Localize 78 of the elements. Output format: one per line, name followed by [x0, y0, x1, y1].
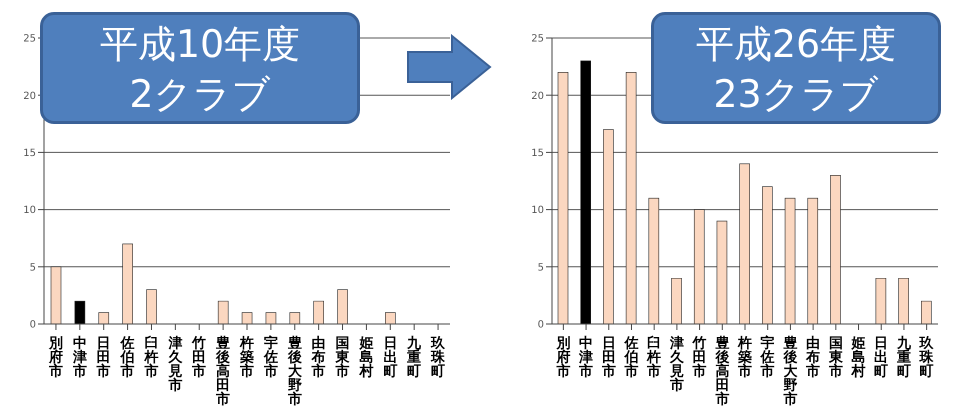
- bar: [739, 164, 750, 324]
- bar: [694, 209, 705, 324]
- x-tick-label: 津久見市: [668, 336, 685, 394]
- x-tick-label: 日出町: [874, 336, 888, 380]
- bar: [784, 198, 796, 324]
- bar: [626, 72, 636, 324]
- x-tick-label: 中津市: [72, 336, 87, 380]
- x-tick-label: 臼杵市: [646, 336, 662, 380]
- x-tick-label: 津久見市: [167, 336, 184, 394]
- bar: [876, 278, 886, 324]
- bar: [807, 198, 818, 324]
- x-tick-label: 九重町: [406, 336, 422, 380]
- text: 2クラブ: [128, 71, 272, 118]
- x-tick-label: 竹田市: [692, 336, 707, 380]
- x-tick-label: 宇佐市: [760, 334, 775, 380]
- x-tick-label: 玖珠町: [918, 336, 935, 380]
- bar: [580, 60, 592, 324]
- bar: [50, 266, 62, 324]
- x-tick-label: 杵築市: [239, 336, 254, 380]
- y-tick-label: 20: [531, 90, 544, 102]
- x-tick-label: 佐伯市: [120, 336, 135, 380]
- bar: [558, 72, 568, 324]
- x-tick-label: 国東市: [334, 336, 351, 380]
- y-tick-label: 5: [538, 262, 544, 274]
- x-tick-label: 由布市: [805, 336, 820, 380]
- bar: [218, 300, 228, 324]
- x-tick-label: 豊後高田市: [215, 336, 230, 408]
- x-tick-label: 姫島村: [358, 336, 374, 380]
- x-tick-label: 日田市: [600, 336, 616, 380]
- y-tick-label: 20: [23, 90, 36, 102]
- bar: [146, 289, 157, 324]
- bar: [266, 312, 276, 324]
- y-tick-label: 0: [538, 320, 544, 331]
- x-tick-label: 杵築市: [737, 336, 752, 380]
- y-tick-label: 10: [23, 205, 36, 216]
- x-tick-label: 別府市: [48, 336, 63, 380]
- bar: [98, 312, 110, 324]
- x-tick-label: 臼杵市: [143, 336, 158, 380]
- x-tick-label: 豊後大野市: [782, 336, 798, 408]
- x-tick-label: 別府市: [555, 336, 570, 380]
- bar: [385, 312, 396, 324]
- y-tick-label: 25: [23, 34, 36, 45]
- x-tick-label: 日出町: [383, 336, 398, 380]
- x-tick-label: 竹田市: [191, 336, 206, 380]
- x-tick-label: 由布市: [310, 336, 326, 380]
- bar: [313, 300, 324, 324]
- bar: [290, 312, 300, 324]
- x-tick-label: 中津市: [578, 336, 594, 380]
- x-tick-label: 九重町: [896, 336, 912, 380]
- bar: [898, 278, 909, 324]
- bar: [242, 312, 252, 324]
- y-tick-label: 5: [30, 262, 36, 274]
- bar: [648, 198, 660, 324]
- bar: [603, 129, 614, 324]
- bar: [337, 289, 348, 324]
- bar: [122, 244, 133, 324]
- x-tick-label: 玖珠町: [430, 336, 446, 380]
- x-tick-label: 姫島村: [850, 336, 866, 380]
- bar: [762, 186, 773, 324]
- x-tick-label: 豊後高田市: [714, 336, 730, 408]
- y-tick-label: 15: [531, 148, 544, 159]
- x-tick-label: 宇佐市: [262, 334, 278, 380]
- chart-title: 平成10年度: [98, 21, 302, 68]
- x-tick-label: 豊後大野市: [286, 336, 303, 408]
- bar: [920, 300, 932, 324]
- x-tick-label: 佐伯市: [623, 336, 638, 380]
- x-tick-label: 日田市: [96, 336, 111, 380]
- bar: [671, 278, 682, 324]
- text: 23クラブ: [712, 71, 880, 118]
- bar: [830, 174, 841, 324]
- bar: [74, 300, 86, 324]
- y-tick-label: 15: [23, 148, 36, 159]
- bar: [716, 220, 728, 324]
- y-tick-label: 25: [531, 34, 544, 45]
- y-tick-label: 10: [531, 205, 544, 216]
- x-tick-label: 国東市: [828, 336, 844, 380]
- chart-title: 平成26年度: [694, 21, 898, 68]
- y-tick-label: 0: [30, 320, 36, 331]
